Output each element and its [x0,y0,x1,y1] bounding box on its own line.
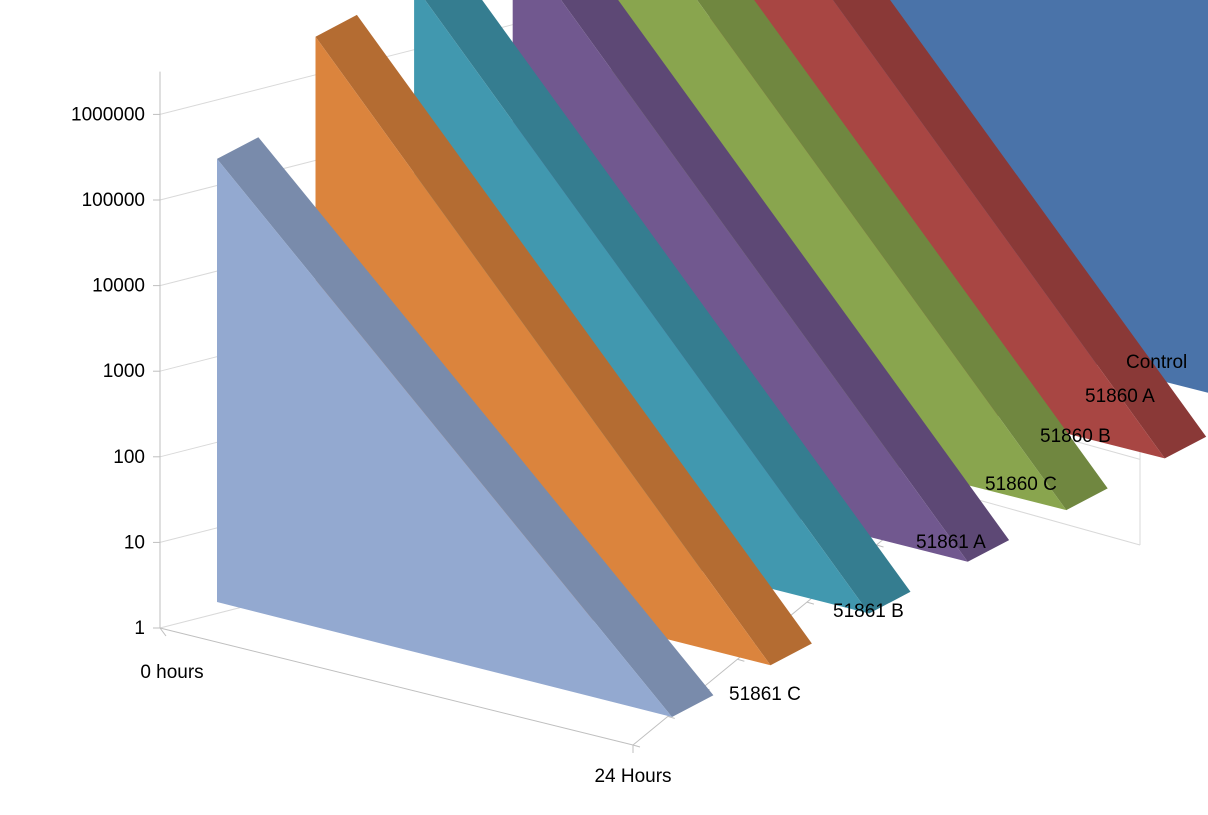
series-wall-top [697,0,1108,511]
axis-labels: 1 10 100 1000 10000 100000 1000000 0 hours 24 Ho… [71,104,1187,787]
series-axis-label: 51860 B [1040,426,1111,447]
series-wall-front [217,158,672,717]
series-wall-top [217,137,714,717]
series-axis-label: 51860 A [1085,386,1155,407]
value-tick-label: 10 [124,532,145,553]
series-wall-top [315,14,812,666]
value-tick-label: 10000 [92,276,145,297]
series-wall-top [832,0,1207,459]
series-wall-top [425,0,911,614]
value-tick-label: 100 [113,447,145,468]
series-tick-mark [806,601,815,605]
series-axis-label: 51861 C [729,684,801,705]
series-tick-mark [876,544,884,548]
category-axis-line [159,627,634,746]
series-walls [217,0,1208,717]
value-tick-label: 1000 [103,361,145,382]
value-tick-label: 1 [134,618,145,639]
series-axis-label: 51861 B [833,601,904,622]
category-tick-mark [159,627,167,637]
series-tick-mark [737,658,745,662]
series-axis-label: 51861 A [916,532,986,553]
series-tick-mark [667,715,675,719]
category-label: 0 hours [140,662,203,683]
series-wall-top [561,0,1010,562]
value-tick-label: 1000000 [71,104,145,125]
series-wall [217,137,714,717]
series-axis-label: Control [1126,352,1187,373]
category-label: 24 Hours [594,766,671,787]
series-axis-label: 51860 C [985,474,1057,495]
series-tick-mark [632,744,641,748]
value-tick-label: 100000 [82,190,145,211]
